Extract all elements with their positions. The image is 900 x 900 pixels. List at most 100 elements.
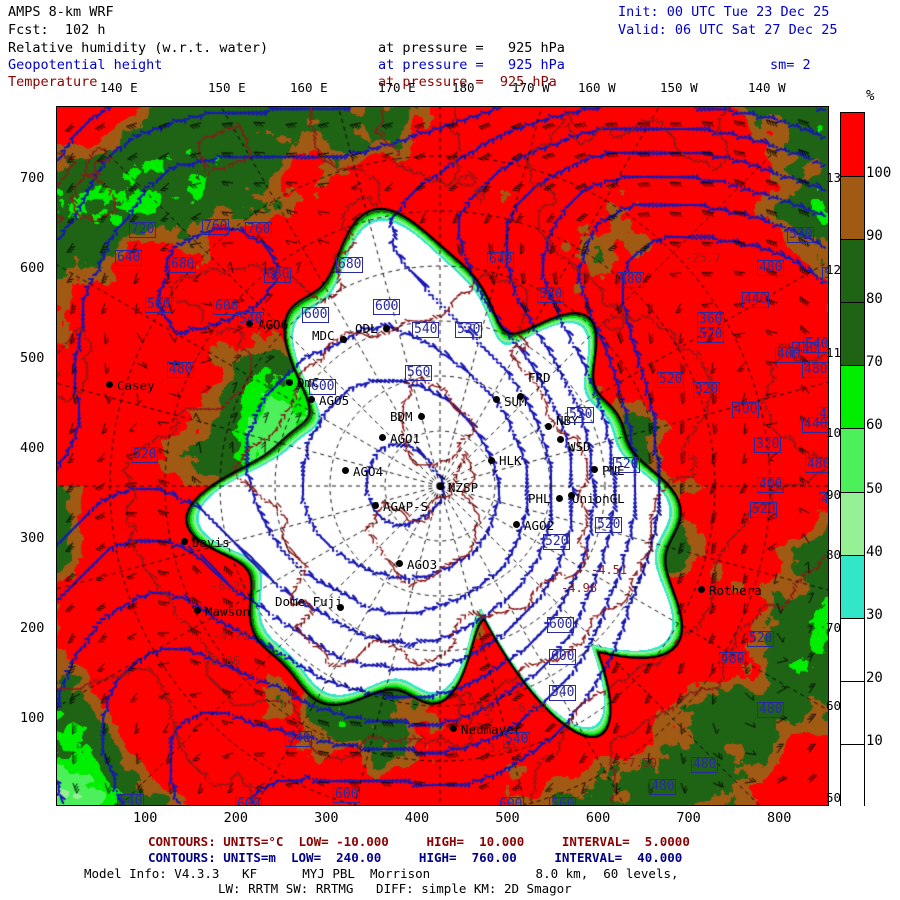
- station-label: AGO1: [390, 431, 421, 446]
- station-marker: [513, 521, 520, 528]
- station-marker: [342, 467, 349, 474]
- station-marker: [181, 538, 188, 545]
- station-marker: [340, 336, 347, 343]
- lon-label-top: 140 E: [100, 80, 138, 95]
- colorbar-segment: [841, 617, 864, 682]
- station-label: Neumayer: [461, 722, 522, 737]
- field-temp-level: at pressure = 925 hPa: [378, 74, 557, 90]
- station-marker: [556, 495, 563, 502]
- geopotential-contour-label: 540: [117, 794, 145, 805]
- station-label: Dome Fuji: [275, 594, 343, 609]
- y-tick-label: 500: [20, 350, 45, 366]
- colorbar-segment: [841, 365, 864, 429]
- lon-label-top: 180: [452, 80, 475, 95]
- colorbar-unit-label: %: [866, 88, 875, 104]
- colorbar-tick-label: 100: [866, 165, 892, 182]
- map-plot-area: AGO6 MDC ODL Casey DmC AGO5 BDM FRD SUM NBY WSD AGO…: [56, 106, 829, 806]
- colorbar-divider: [841, 302, 864, 304]
- smoothing-label: sm= 2: [770, 57, 811, 73]
- geopotential-contour-label: 440: [819, 492, 828, 508]
- station-marker: [286, 379, 293, 386]
- x-tick-label: 700: [676, 810, 701, 826]
- station-marker: [493, 396, 500, 403]
- temperature-contour-label: -6.25: [211, 579, 248, 593]
- station-label: AGO4: [353, 464, 384, 479]
- geopotential-contour-label: 520: [567, 407, 595, 423]
- x-tick-label: 800: [766, 810, 792, 826]
- geopotential-contour-label: 720: [129, 222, 157, 238]
- geopotential-contour-label: 480: [805, 457, 828, 473]
- geopotential-contour-label: 520: [613, 457, 641, 473]
- station-marker: [372, 502, 379, 509]
- geopotential-contour-label: 440: [742, 292, 770, 308]
- colorbar-segment: [841, 428, 864, 493]
- geopotential-contour-label: 520: [750, 502, 778, 518]
- station-label: AGAP-S: [383, 499, 429, 514]
- geopotential-contour-label: 560: [145, 297, 173, 313]
- geopotential-contour-label: 760: [202, 219, 230, 235]
- colorbar-divider: [841, 239, 864, 241]
- model-title: AMPS 8-km WRF: [8, 4, 114, 20]
- station-label: AGO3: [407, 557, 438, 572]
- geopotential-contour-label: 320: [693, 382, 721, 398]
- colorbar-tick-label: 70: [866, 354, 883, 371]
- colorbar-segment: [841, 239, 864, 303]
- map-overlay: AGO6 MDC ODL Casey DmC AGO5 BDM FRD SUM NBY WSD AGO…: [57, 107, 828, 805]
- station-label: Casey: [117, 378, 155, 393]
- geopotential-contour-label: 760: [245, 222, 273, 238]
- station-marker: [437, 483, 444, 490]
- field-gh-level: at pressure = 925 hPa: [378, 57, 565, 73]
- geopotential-contour-label: 600: [235, 797, 263, 805]
- colorbar-divider: [841, 743, 864, 745]
- station-label: DmC: [297, 375, 320, 390]
- geopotential-contour-label: 600: [309, 379, 337, 395]
- colorbar-tick-label: 80: [866, 291, 883, 308]
- field-temp-label: Temperature: [8, 74, 98, 90]
- colorbar-segment: [841, 491, 864, 556]
- geopotential-contour-label: 540: [412, 322, 440, 338]
- geopotential-contour-label: 520: [131, 447, 159, 463]
- station-marker: [308, 396, 315, 403]
- station-marker: [337, 604, 344, 611]
- geopotential-contour-label: 480: [617, 272, 645, 288]
- geopotential-contour-label: 520: [747, 631, 775, 647]
- temperature-contour-label: -4.98: [561, 581, 598, 595]
- station-label: UnionGL: [572, 491, 625, 506]
- geopotential-contour-label: 520: [657, 372, 685, 388]
- geopotential-contour-label: 600: [333, 787, 361, 803]
- geopotential-contour-label: 520: [543, 534, 571, 550]
- x-tick-label: 400: [404, 810, 430, 826]
- field-gh-label: Geopotential height: [8, 57, 163, 73]
- lon-label-top: 140 W: [748, 80, 786, 95]
- station-label: AGO2: [524, 518, 555, 533]
- colorbar-divider: [841, 491, 864, 493]
- weather-map-canvas: [57, 107, 828, 805]
- geopotential-contour-label: 520: [697, 327, 725, 343]
- temperature-contour-label: -3.91: [481, 741, 518, 755]
- colorbar-tick-label: 50: [866, 480, 883, 497]
- colorbar-tick-label: 20: [866, 669, 883, 686]
- station-label: ODL: [355, 321, 378, 336]
- temperature-contour-label: -25.7: [685, 251, 722, 265]
- x-tick-label: 600: [585, 810, 611, 826]
- lon-label-top: 160 W: [578, 80, 616, 95]
- lon-label-top: 170 E: [378, 80, 416, 95]
- forecast-hour: Fcst: 102 h: [8, 22, 106, 38]
- geopotential-contour-label: 400: [757, 477, 785, 493]
- valid-time: Valid: 06 UTC Sat 27 Dec 25: [618, 22, 838, 38]
- lon-label-top: 150 E: [208, 80, 246, 95]
- y-tick-label: 100: [20, 710, 45, 726]
- temperature-contour-label: -6.52: [511, 701, 548, 715]
- colorbar-segment: [841, 743, 864, 808]
- geopotential-contour-label: 480: [691, 757, 719, 773]
- geopotential-contour-label: 440: [792, 342, 820, 358]
- geopotential-contour-label: 640: [115, 250, 143, 266]
- geopotential-contour-label: 400: [775, 347, 803, 363]
- geopotential-contour-label: 560: [537, 287, 565, 303]
- geopotential-contour-label: 520: [455, 322, 483, 338]
- colorbar-segment: [841, 302, 864, 366]
- geopotential-contour-label: 560: [405, 365, 433, 381]
- station-marker: [557, 436, 564, 443]
- colorbar-tick-label: 30: [866, 606, 883, 623]
- station-marker: [488, 457, 495, 464]
